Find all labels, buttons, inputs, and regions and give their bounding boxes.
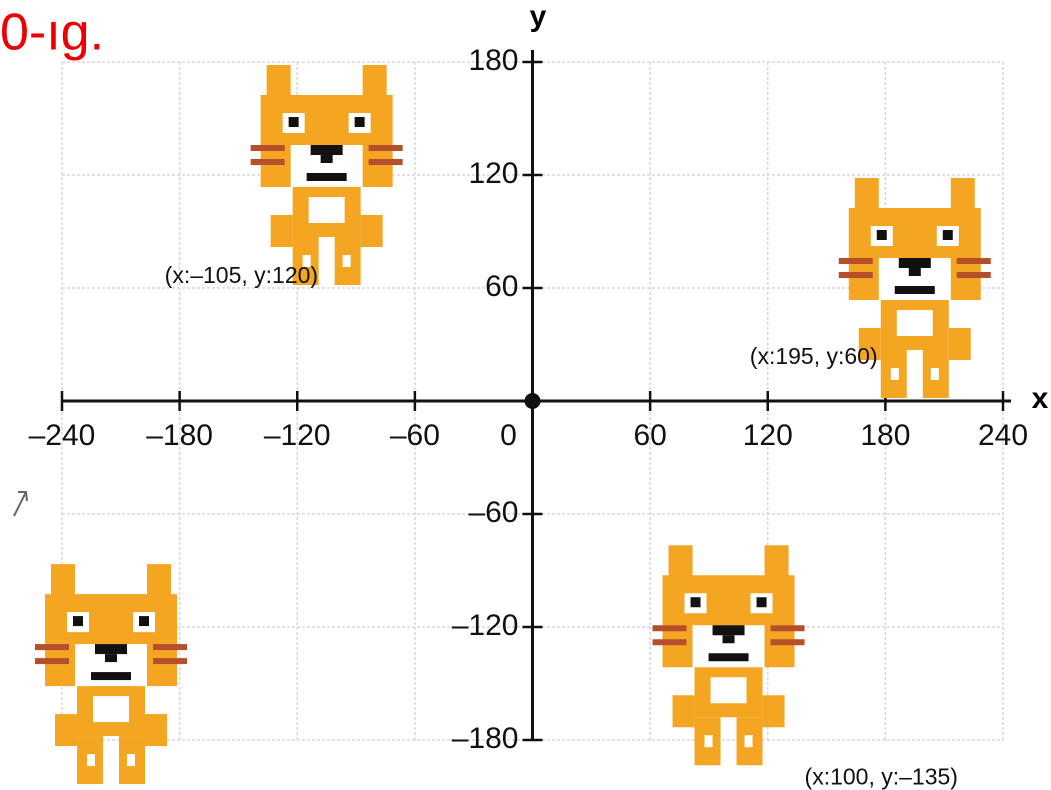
title: 0-ıg.: [0, 4, 104, 62]
x-axis-label: x: [1032, 382, 1049, 415]
y-axis-label: y: [530, 0, 547, 33]
y-tick-label: –120: [452, 609, 519, 642]
cat-sprite: [251, 65, 403, 285]
y-tick-label: 60: [485, 270, 518, 303]
x-tick-label: –180: [146, 419, 213, 452]
point-label: (x:100, y:–135): [805, 763, 958, 789]
cat-sprite: [653, 545, 805, 765]
y-tick-label: –60: [468, 496, 518, 529]
y-tick-label: –180: [452, 722, 519, 755]
x-tick-label: –240: [29, 419, 96, 452]
x-tick-label: 240: [978, 419, 1028, 452]
cat-graphic: [35, 564, 187, 784]
x-tick-label: –60: [390, 419, 440, 452]
y-tick-label: 180: [468, 44, 518, 77]
cat-graphic: [653, 545, 805, 765]
pen-arrow: [14, 492, 27, 516]
y-tick-label: 120: [468, 157, 518, 190]
point-label: (x:195, y:60): [750, 343, 878, 369]
x-tick-label: –120: [264, 419, 331, 452]
point-label: (x:–105, y:120): [165, 262, 318, 288]
x-tick-label: 120: [743, 419, 793, 452]
x-tick-label: 0: [500, 419, 517, 452]
cat-graphic: [251, 65, 403, 285]
x-tick-label: 60: [633, 419, 666, 452]
chart: –240 –180 –120 –60 0 60 120 180 240 –180 –120 –60 60…: [0, 0, 1051, 790]
cat-sprite: [35, 564, 187, 784]
x-tick-label: 180: [860, 419, 910, 452]
